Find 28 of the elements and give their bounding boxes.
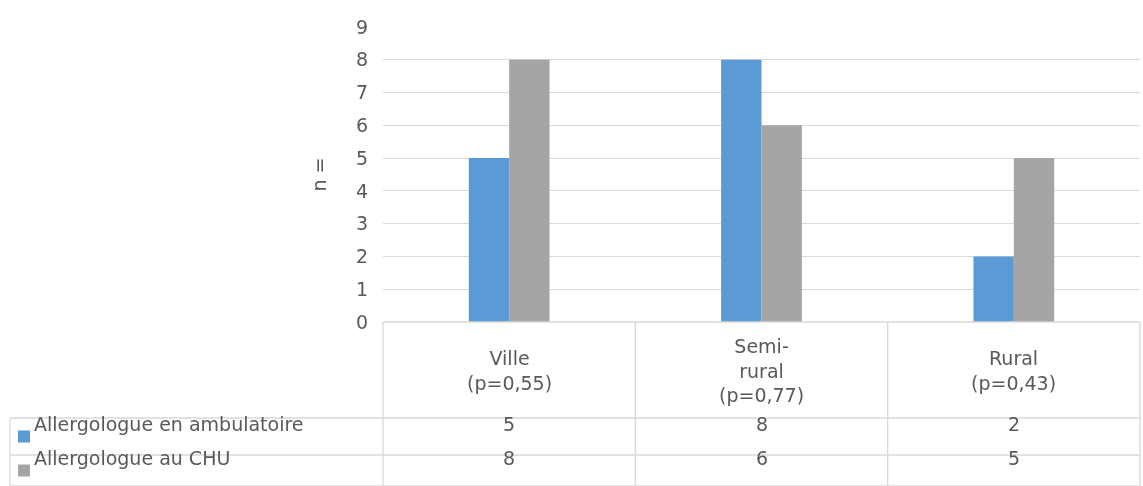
x-tick-label: Ville (p=0,55) [467,347,553,394]
legend-label: Allergologue en ambulatoire [34,413,304,435]
y-tick-label: 8 [355,48,368,71]
bar [761,125,802,322]
bar [468,158,510,322]
data-label: 5 [1008,447,1021,469]
x-tick-label: Semi- rural (p=0,77) [719,335,805,407]
y-tick-label: 2 [355,245,368,268]
bar [973,256,1014,322]
x-tick-label: Rural (p=0,43) [971,347,1057,394]
y-tick-label: 4 [355,179,368,202]
y-tick-label: 3 [355,212,368,235]
y-tick-label: 1 [355,277,368,300]
y-tick-label: 9 [355,15,368,38]
data-label: 5 [503,413,516,435]
y-tick-label: 0 [355,310,368,333]
data-label: 2 [1008,413,1021,435]
y-tick-label: 5 [355,146,368,169]
data-label: 8 [503,447,516,469]
data-label: 6 [756,447,769,469]
y-tick-label: 6 [355,113,368,136]
y-tick-label: 7 [355,81,368,104]
bar [1013,158,1055,322]
y-axis-title: n = [307,157,330,192]
bar [509,59,550,322]
bar [721,59,762,322]
legend-label: Allergologue au CHU [34,447,231,469]
data-label: 8 [756,413,769,435]
